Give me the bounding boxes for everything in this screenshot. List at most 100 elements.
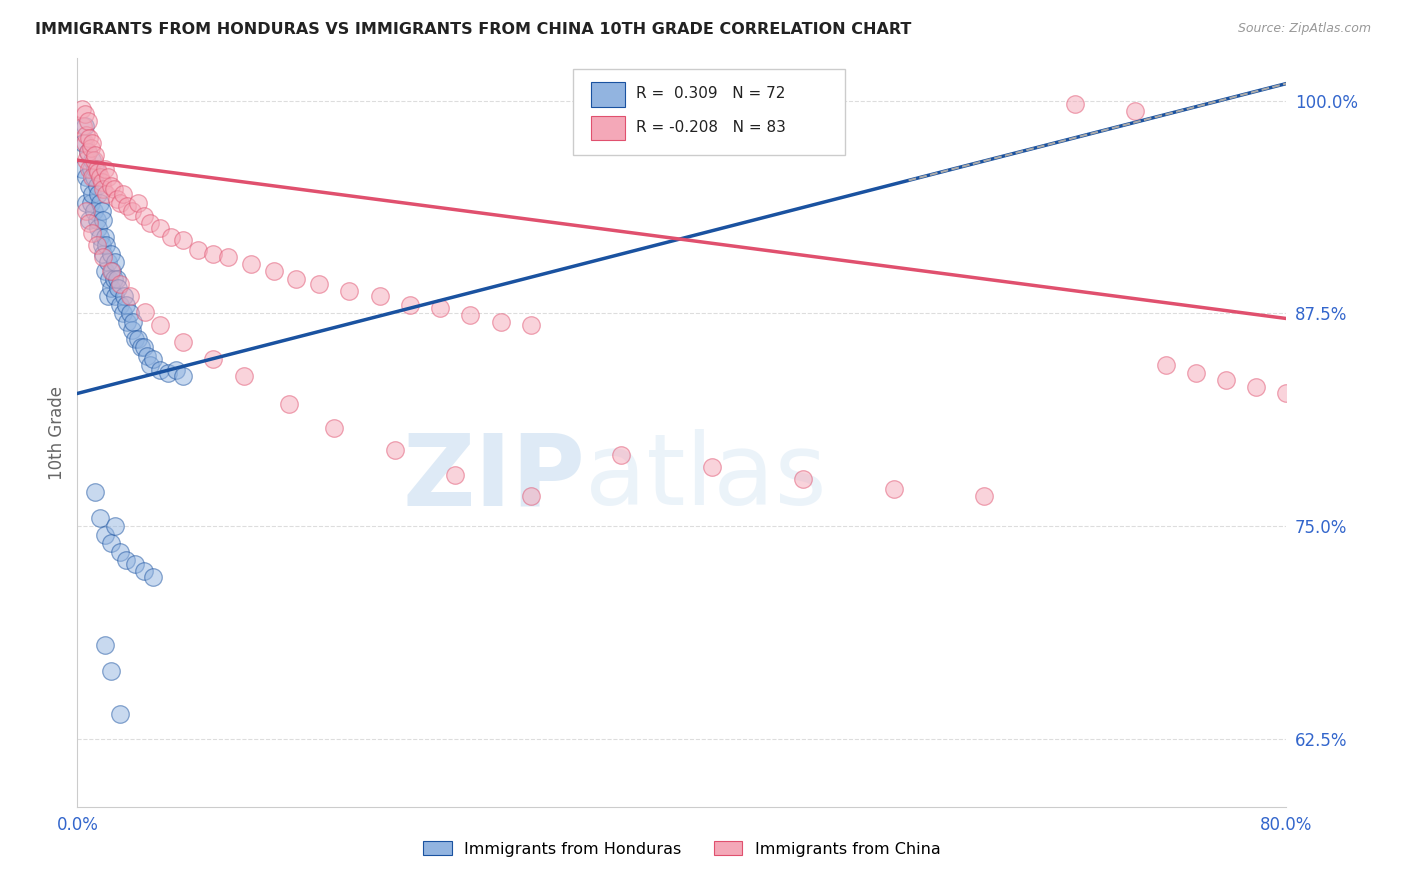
Point [100, 178, 122, 193]
Text: atlas: atlas [585, 429, 827, 526]
Point [86, 238, 108, 252]
Point [96, 289, 118, 303]
Point [91, 247, 114, 261]
Point [90, 175, 112, 189]
Point [105, 272, 128, 286]
Point [100, 536, 122, 550]
Point [520, 489, 543, 503]
Point [172, 233, 194, 247]
Point [108, 545, 131, 559]
Point [80, 195, 103, 210]
Point [1184, 366, 1206, 380]
Point [883, 482, 905, 496]
Point [77, 114, 100, 128]
Point [87, 221, 110, 235]
Point [127, 332, 149, 346]
Point [1064, 97, 1087, 112]
Text: ZIP: ZIP [402, 429, 585, 526]
Point [114, 298, 136, 312]
Point [429, 301, 451, 316]
Point [121, 323, 143, 337]
Text: R = -0.208   N = 83: R = -0.208 N = 83 [636, 120, 786, 136]
Point [79, 178, 101, 193]
Point [104, 255, 127, 269]
Y-axis label: 10th Grade: 10th Grade [48, 385, 66, 480]
Point [337, 285, 360, 299]
Text: Source: ZipAtlas.com: Source: ZipAtlas.com [1237, 22, 1371, 36]
Point [142, 570, 165, 584]
Point [108, 706, 131, 721]
Point [240, 257, 263, 271]
Point [702, 459, 724, 474]
Point [87, 165, 110, 179]
Point [77, 145, 100, 159]
Point [98, 272, 121, 286]
Point [104, 519, 127, 533]
Point [79, 161, 101, 176]
Point [149, 221, 172, 235]
Point [384, 442, 406, 457]
Point [83, 170, 105, 185]
Point [93, 229, 115, 244]
Point [104, 289, 127, 303]
Point [285, 272, 308, 286]
Point [263, 264, 285, 278]
Point [115, 199, 138, 213]
Point [108, 277, 131, 292]
Point [973, 489, 995, 503]
Point [91, 212, 114, 227]
Point [105, 192, 128, 206]
Point [202, 247, 225, 261]
Point [100, 247, 122, 261]
Point [149, 362, 172, 376]
Point [72, 119, 94, 133]
Point [139, 216, 162, 230]
Point [93, 528, 115, 542]
Point [187, 244, 209, 258]
Point [77, 145, 100, 159]
Point [1336, 400, 1358, 414]
Point [1215, 373, 1237, 387]
Point [157, 366, 180, 380]
Point [120, 306, 142, 320]
Point [79, 131, 101, 145]
Point [75, 153, 97, 168]
FancyBboxPatch shape [592, 116, 626, 140]
Point [202, 352, 225, 367]
Point [82, 153, 104, 168]
Point [218, 250, 240, 264]
Point [75, 128, 97, 142]
Point [308, 277, 330, 292]
Point [132, 564, 155, 578]
Point [89, 170, 111, 185]
Point [1246, 379, 1268, 393]
Point [172, 369, 194, 384]
Point [278, 397, 301, 411]
Point [165, 362, 187, 376]
Point [82, 136, 104, 150]
Point [82, 187, 104, 202]
Point [83, 153, 105, 168]
Point [100, 664, 122, 678]
Point [103, 182, 125, 196]
Point [80, 161, 103, 176]
Point [96, 255, 118, 269]
Point [80, 141, 103, 155]
Point [83, 204, 105, 219]
Point [90, 204, 112, 219]
Point [458, 308, 481, 322]
Point [111, 306, 134, 320]
Point [444, 468, 467, 483]
Point [89, 510, 111, 524]
Text: R =  0.309   N = 72: R = 0.309 N = 72 [636, 87, 786, 102]
Text: IMMIGRANTS FROM HONDURAS VS IMMIGRANTS FROM CHINA 10TH GRADE CORRELATION CHART: IMMIGRANTS FROM HONDURAS VS IMMIGRANTS F… [35, 22, 911, 37]
Point [73, 136, 96, 150]
Point [86, 212, 108, 227]
Point [82, 170, 104, 185]
Point [107, 281, 129, 295]
Point [323, 420, 346, 434]
Point [82, 227, 104, 241]
Point [112, 289, 135, 303]
Point [135, 349, 157, 363]
Point [108, 298, 131, 312]
